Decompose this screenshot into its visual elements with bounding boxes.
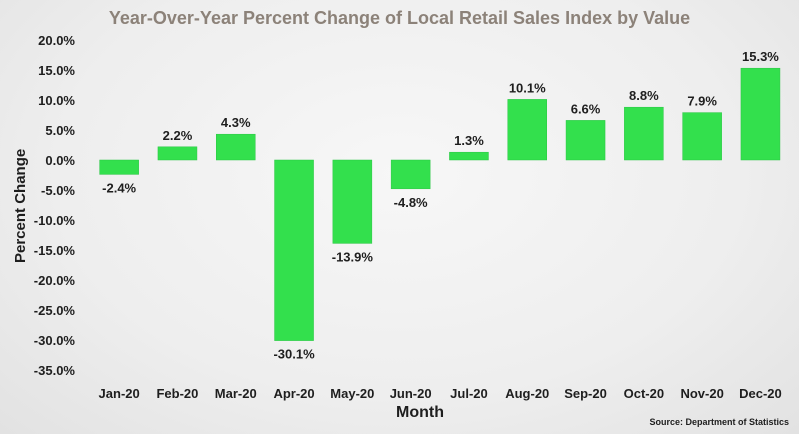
- x-tick-label: Jun-20: [390, 386, 432, 401]
- bar: [682, 112, 722, 161]
- x-tick-label: Jan-20: [99, 386, 140, 401]
- y-tick-label: 5.0%: [45, 123, 75, 138]
- chart-title: Year-Over-Year Percent Change of Local R…: [108, 8, 691, 28]
- data-label: 10.1%: [509, 80, 546, 95]
- y-axis-ticks: 20.0% 15.0% 10.0% 5.0% 0.0% -5.0% -10.0% -15.0%…: [34, 33, 76, 378]
- bars: [99, 67, 781, 341]
- bar: [740, 67, 781, 161]
- data-label: -13.9%: [332, 249, 374, 264]
- data-label: 6.6%: [571, 101, 601, 116]
- y-tick-label: -15.0%: [34, 243, 76, 258]
- x-axis-title: Month: [396, 404, 444, 421]
- y-tick-label: 20.0%: [38, 33, 75, 48]
- x-tick-label: May-20: [330, 386, 374, 401]
- bar: [99, 159, 139, 175]
- data-label: 2.2%: [163, 128, 193, 143]
- y-tick-label: -10.0%: [34, 213, 76, 228]
- bar: [507, 99, 547, 161]
- x-tick-label: Aug-20: [505, 386, 549, 401]
- x-tick-label: Oct-20: [624, 386, 664, 401]
- y-tick-label: -20.0%: [34, 273, 76, 288]
- data-label: -2.4%: [102, 180, 136, 195]
- x-tick-label: Mar-20: [215, 386, 257, 401]
- x-tick-label: Dec-20: [739, 386, 782, 401]
- x-tick-label: Jul-20: [450, 386, 488, 401]
- data-labels: -2.4% 2.2% 4.3% -30.1% -13.9% -4.8% 1.3% 10.1% 6…: [102, 49, 779, 361]
- bar: [274, 159, 314, 341]
- y-tick-label: -30.0%: [34, 333, 76, 348]
- data-label: 4.3%: [221, 115, 251, 130]
- source-note: Source: Department of Statistics: [649, 417, 789, 427]
- x-axis-ticks: Jan-20 Feb-20 Mar-20 Apr-20 May-20 Jun-20 Jul-…: [99, 386, 782, 401]
- y-tick-label: -5.0%: [41, 183, 75, 198]
- data-label: 15.3%: [742, 49, 779, 64]
- bar: [449, 151, 489, 161]
- x-tick-label: Apr-20: [273, 386, 314, 401]
- y-tick-label: 15.0%: [38, 63, 75, 78]
- bar: [157, 146, 198, 161]
- bar: [332, 159, 373, 244]
- data-label: -4.8%: [394, 195, 428, 210]
- bar: [390, 159, 431, 190]
- x-tick-label: Feb-20: [156, 386, 198, 401]
- bar: [624, 106, 664, 161]
- x-tick-label: Nov-20: [680, 386, 723, 401]
- data-label: 7.9%: [687, 94, 717, 109]
- data-label: 8.8%: [629, 88, 659, 103]
- x-tick-label: Sep-20: [564, 386, 607, 401]
- y-tick-label: -25.0%: [34, 303, 76, 318]
- data-label: 1.3%: [454, 133, 484, 148]
- data-label: -30.1%: [273, 347, 315, 362]
- y-tick-label: 0.0%: [45, 153, 75, 168]
- y-tick-label: -35.0%: [34, 363, 76, 378]
- y-tick-label: 10.0%: [38, 93, 75, 108]
- bar: [565, 120, 606, 161]
- bar: [216, 133, 256, 161]
